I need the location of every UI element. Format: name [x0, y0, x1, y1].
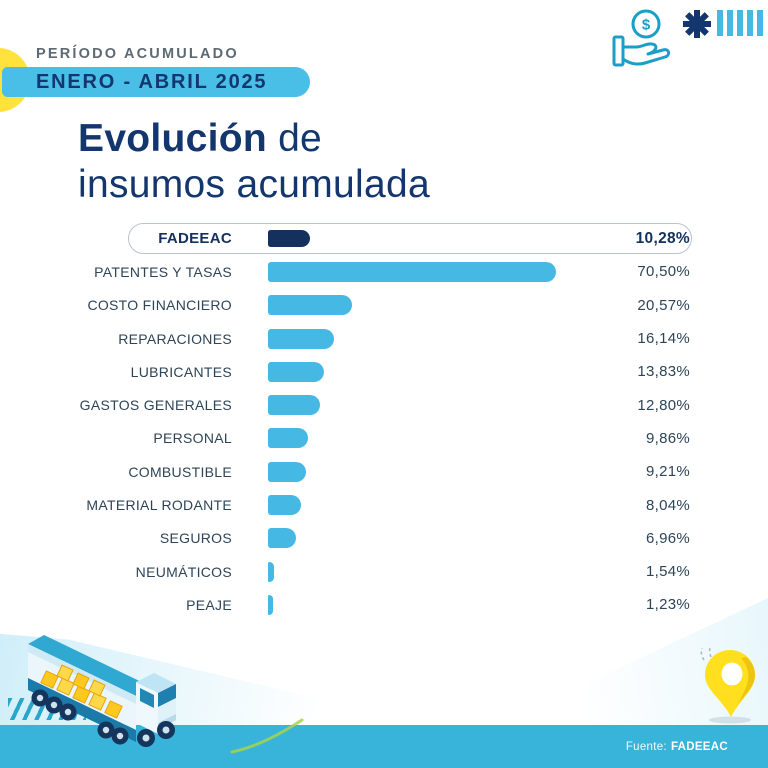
row-value: 9,21%: [645, 463, 690, 481]
dollar-symbol: $: [642, 17, 651, 34]
period-value: ENERO - ABRIL 2025: [36, 70, 268, 93]
chart-row: REPARACIONES 16,14%: [40, 322, 690, 355]
bar-track: [268, 229, 556, 249]
row-label: COSTO FINANCIERO: [87, 297, 232, 314]
chart-row: GASTOS GENERALES 12,80%: [40, 388, 690, 421]
row-label: PERSONAL: [153, 430, 232, 447]
page-title: Evolución de insumos acumulada: [78, 116, 430, 208]
period-label: PERÍODO ACUMULADO: [36, 46, 239, 62]
row-bar: [268, 495, 301, 516]
chart-row: COMBUSTIBLE 9,21%: [40, 455, 690, 488]
row-value: 9,86%: [645, 429, 690, 447]
row-bar: [268, 395, 321, 416]
row-bar: [268, 461, 306, 482]
row-value: 16,14%: [637, 330, 690, 348]
chart-row: LUBRICANTES 13,83%: [40, 355, 690, 388]
green-swoosh: [230, 718, 304, 754]
row-bar: [268, 328, 334, 349]
chart-row: SEGUROS 6,96%: [40, 522, 690, 555]
row-value: 70,50%: [637, 263, 690, 281]
bar-track: [268, 395, 556, 416]
chart-row: MATERIAL RODANTE 8,04%: [40, 488, 690, 521]
bar-track: [268, 594, 556, 615]
row-value: 1,54%: [645, 563, 690, 581]
title-line2: insumos acumulada: [78, 163, 430, 206]
asterisk-icon: [683, 10, 711, 38]
bar-chart: FADEEAC 10,28% PATENTES Y TASAS 70,50% C…: [40, 222, 692, 622]
bar-track: [268, 561, 556, 582]
bar-track: [268, 428, 556, 449]
tally-bars-icon: [717, 10, 763, 36]
row-bar: [268, 295, 353, 316]
chart-row: PEAJE 1,23%: [40, 588, 690, 621]
period-pill: ENERO - ABRIL 2025: [2, 67, 310, 97]
row-value: 8,04%: [645, 496, 690, 514]
source-value: FADEEAC: [670, 741, 728, 753]
bar-track: [268, 495, 556, 516]
row-label: GASTOS GENERALES: [79, 397, 232, 414]
row-value: 10,28%: [635, 229, 690, 247]
chart-rows: FADEEAC 10,28% PATENTES Y TASAS 70,50% C…: [40, 222, 692, 622]
bar-track: [268, 528, 556, 549]
truck-illustration: [28, 635, 176, 747]
row-label: SEGUROS: [159, 530, 232, 547]
title-line1: Evolución de: [78, 117, 323, 160]
row-label: COMBUSTIBLE: [128, 463, 232, 480]
row-bar: [268, 594, 274, 615]
row-bar: [268, 528, 297, 549]
row-label: PATENTES Y TASAS: [94, 263, 232, 280]
chart-row: NEUMÁTICOS 1,54%: [40, 555, 690, 588]
row-bar: [268, 561, 275, 582]
chart-row: FADEEAC 10,28%: [40, 222, 692, 255]
row-bar: [268, 230, 310, 248]
row-label: MATERIAL RODANTE: [86, 497, 232, 514]
location-pin-icon: [700, 646, 755, 724]
row-value: 1,23%: [645, 596, 690, 614]
bar-track: [268, 261, 556, 282]
row-label: PEAJE: [186, 596, 232, 613]
row-value: 20,57%: [637, 296, 690, 314]
chart-row: PATENTES Y TASAS 70,50%: [40, 255, 690, 288]
bar-track: [268, 295, 556, 316]
row-bar: [268, 261, 556, 282]
row-label: REPARACIONES: [118, 330, 232, 347]
bar-track: [268, 361, 556, 382]
source-label: Fuente:: [625, 741, 667, 753]
row-bar: [268, 361, 325, 382]
hand-coin-icon: $: [612, 9, 671, 67]
row-label: NEUMÁTICOS: [135, 563, 232, 580]
chart-row: COSTO FINANCIERO 20,57%: [40, 289, 690, 322]
row-value: 13,83%: [637, 363, 690, 381]
row-value: 6,96%: [645, 529, 690, 547]
source-credit: Fuente: FADEEAC: [626, 741, 728, 753]
bar-track: [268, 461, 556, 482]
row-label: LUBRICANTES: [130, 363, 232, 380]
row-bar: [268, 428, 309, 449]
row-label: FADEEAC: [158, 230, 232, 248]
bar-track: [268, 328, 556, 349]
row-value: 12,80%: [637, 396, 690, 414]
chart-row: PERSONAL 9,86%: [40, 422, 690, 455]
